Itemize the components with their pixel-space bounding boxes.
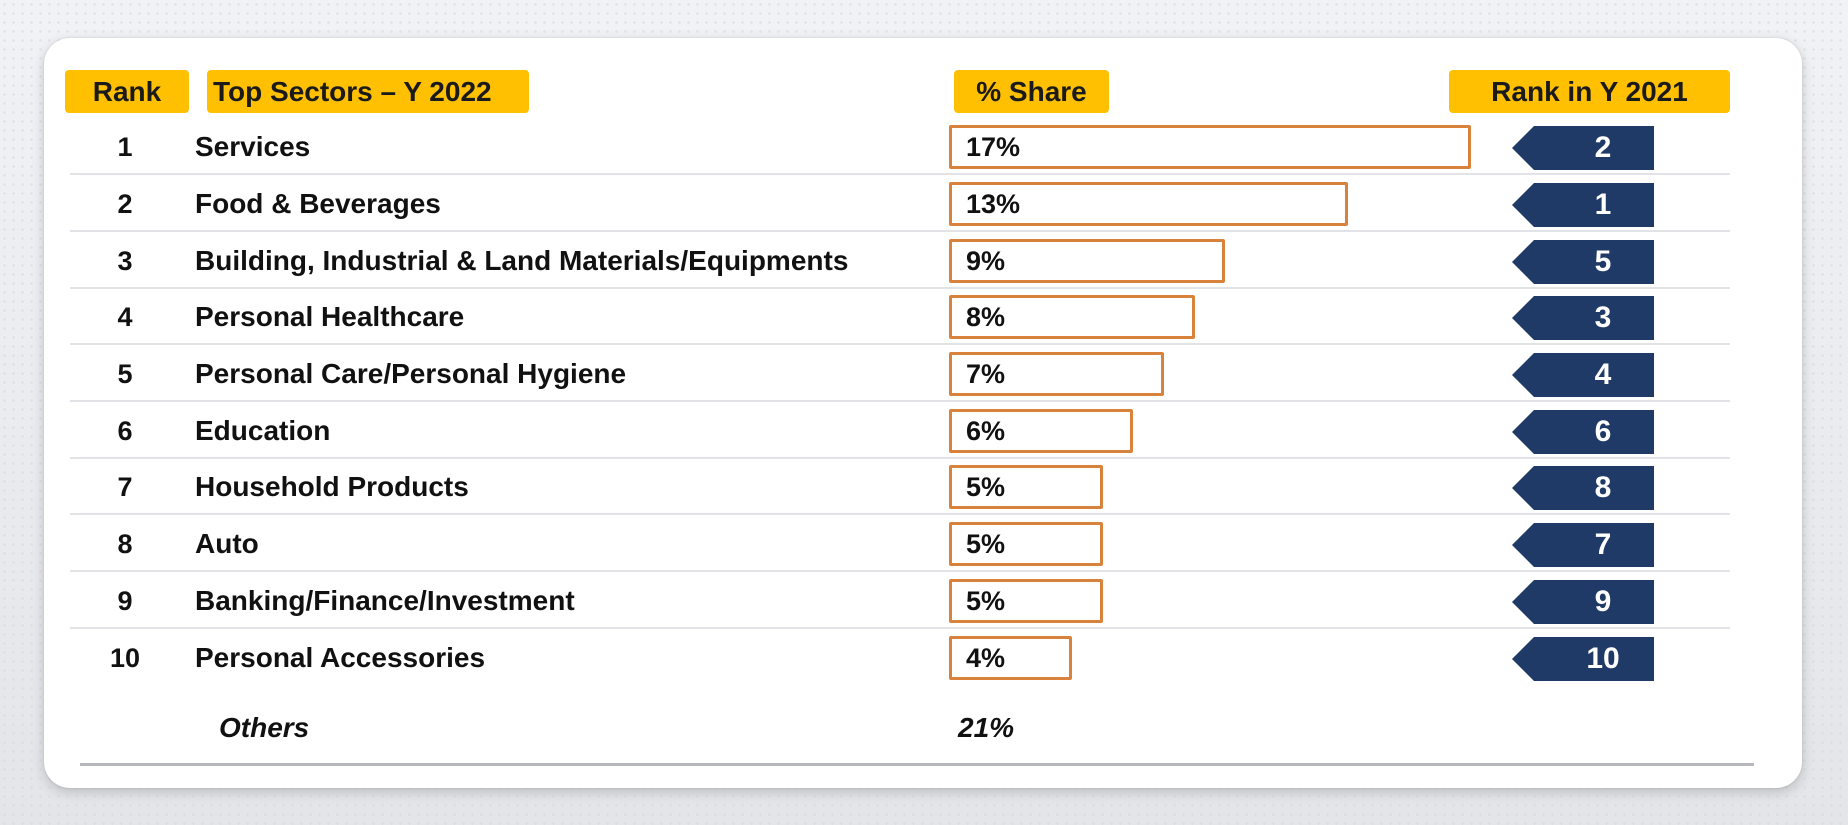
share-bar: 5% — [949, 579, 1103, 623]
share-bar: 7% — [949, 352, 1164, 396]
header-rank: Rank — [65, 70, 189, 113]
rank-2021-tag: 10 — [1512, 637, 1654, 681]
table-row: 9 Banking/Finance/Investment 5% 9 — [0, 576, 1848, 633]
sector-name: Personal Accessories — [195, 642, 486, 673]
share-bar: 17% — [949, 125, 1471, 169]
header-share: % Share — [954, 70, 1109, 113]
table-row: 3 Building, Industrial & Land Materials/E… — [0, 236, 1848, 293]
share-label: 5% — [966, 472, 1006, 502]
sector-name: Education — [195, 415, 331, 446]
rank-2021-tag: 3 — [1512, 296, 1654, 340]
table-row: 1 Services 17% 2 — [0, 122, 1848, 179]
row-divider — [70, 457, 1730, 459]
share-bar: 9% — [949, 239, 1225, 283]
share-bar: 6% — [949, 409, 1133, 453]
share-label: 17% — [966, 132, 1021, 162]
sector-name: Food & Beverages — [195, 188, 441, 219]
rank-number: 10 — [109, 643, 141, 673]
rank-number: 5 — [117, 359, 133, 389]
others-label: Others — [219, 712, 310, 743]
rank-number: 2 — [117, 189, 133, 219]
table-row: 4 Personal Healthcare 8% 3 — [0, 292, 1848, 349]
rank-2021-tag: 7 — [1512, 523, 1654, 567]
row-divider — [70, 230, 1730, 232]
share-bar: 4% — [949, 636, 1072, 680]
sector-name: Personal Healthcare — [195, 301, 465, 332]
rank-number: 9 — [117, 586, 133, 616]
row-divider — [70, 287, 1730, 289]
sector-name: Household Products — [195, 471, 469, 502]
share-bar: 5% — [949, 522, 1103, 566]
sector-name: Auto — [195, 528, 259, 559]
table-card — [44, 38, 1802, 788]
row-divider — [70, 513, 1730, 515]
row-divider — [70, 343, 1730, 345]
row-divider — [70, 400, 1730, 402]
others-share: 21% — [958, 712, 1015, 743]
rank-number: 6 — [117, 416, 133, 446]
header-rank-2021: Rank in Y 2021 — [1449, 70, 1730, 113]
rank-number: 1 — [117, 132, 133, 162]
rank-2021-tag: 9 — [1512, 580, 1654, 624]
sector-name: Services — [195, 131, 311, 162]
rank-2021-tag: 5 — [1512, 240, 1654, 284]
share-label: 7% — [966, 359, 1006, 389]
share-label: 6% — [966, 416, 1006, 446]
table-row: 8 Auto 5% 7 — [0, 519, 1848, 576]
rank-2021-tag: 1 — [1512, 183, 1654, 227]
row-divider — [70, 627, 1730, 629]
share-bar: 5% — [949, 465, 1103, 509]
sector-name: Personal Care/Personal Hygiene — [195, 358, 627, 389]
rank-2021-tag: 4 — [1512, 353, 1654, 397]
table-row: 2 Food & Beverages 13% 1 — [0, 179, 1848, 236]
rank-2021-tag: 2 — [1512, 126, 1654, 170]
table-row: 10 Personal Accessories 4% 10 — [0, 633, 1848, 690]
rank-number: 7 — [117, 472, 133, 502]
row-divider — [70, 570, 1730, 572]
share-label: 4% — [966, 643, 1006, 673]
rank-2021-tag: 8 — [1512, 466, 1654, 510]
share-label: 8% — [966, 302, 1006, 332]
table-row: 5 Personal Care/Personal Hygiene 7% 4 — [0, 349, 1848, 406]
rank-2021-tag: 6 — [1512, 410, 1654, 454]
rank-number: 8 — [117, 529, 133, 559]
sector-name: Banking/Finance/Investment — [195, 585, 575, 616]
rank-number: 4 — [117, 302, 133, 332]
share-label: 13% — [966, 189, 1021, 219]
share-bar: 13% — [949, 182, 1348, 226]
row-divider — [70, 173, 1730, 175]
sector-name: Building, Industrial & Land Materials/Eq… — [195, 245, 849, 276]
table-row: 6 Education 6% 6 — [0, 406, 1848, 463]
share-label: 5% — [966, 529, 1006, 559]
header-top-sectors: Top Sectors – Y 2022 — [207, 70, 529, 113]
share-label: 9% — [966, 246, 1006, 276]
rank-number: 3 — [117, 246, 133, 276]
bottom-divider — [80, 763, 1754, 766]
share-bar: 8% — [949, 295, 1195, 339]
table-row: 7 Household Products 5% 8 — [0, 462, 1848, 519]
share-label: 5% — [966, 586, 1006, 616]
